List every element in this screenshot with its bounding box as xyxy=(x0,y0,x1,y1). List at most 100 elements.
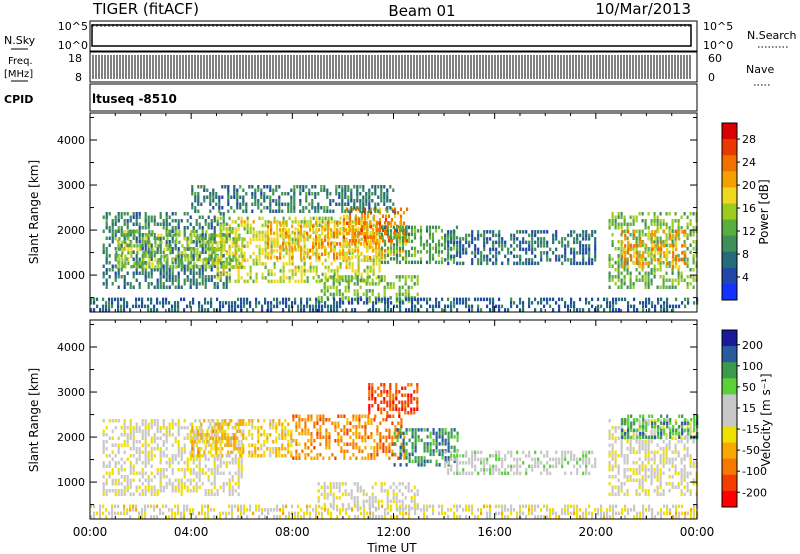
data-cell xyxy=(477,261,480,266)
data-cell xyxy=(129,468,132,472)
data-cell xyxy=(468,297,471,302)
data-cell xyxy=(351,239,355,243)
data-cell xyxy=(135,240,138,244)
data-cell xyxy=(171,419,174,423)
data-cell xyxy=(404,225,408,230)
data-cell xyxy=(480,308,483,312)
data-cell xyxy=(117,271,120,275)
data-cell xyxy=(180,447,183,451)
data-cell xyxy=(677,275,680,279)
data-cell xyxy=(337,432,340,436)
data-cell xyxy=(192,454,195,458)
data-cell xyxy=(258,262,261,266)
data-cell xyxy=(354,235,357,239)
data-cell xyxy=(224,185,227,189)
data-cell xyxy=(195,457,198,461)
data-cell xyxy=(632,282,635,286)
data-cell xyxy=(282,237,285,242)
data-cell xyxy=(307,432,310,436)
data-cell xyxy=(380,188,383,192)
data-cell xyxy=(236,436,239,440)
data-cell xyxy=(150,308,153,312)
data-cell xyxy=(354,228,358,232)
data-cell xyxy=(428,257,432,261)
data-cell xyxy=(341,195,344,199)
data-cell xyxy=(198,478,201,482)
data-cell xyxy=(651,247,654,252)
data-cell xyxy=(326,188,329,192)
data-cell xyxy=(351,269,354,273)
data-cell xyxy=(236,195,239,199)
data-cell xyxy=(413,253,417,258)
data-cell xyxy=(251,426,254,430)
data-cell xyxy=(351,242,354,246)
data-cell xyxy=(201,226,204,230)
data-cell xyxy=(234,471,237,475)
data-cell xyxy=(213,464,216,468)
data-cell xyxy=(118,240,121,245)
data-cell xyxy=(160,265,163,269)
data-cell xyxy=(611,257,614,261)
data-cell xyxy=(102,461,105,465)
data-cell xyxy=(396,297,399,302)
data-cell xyxy=(450,247,453,252)
colorbar-swatch xyxy=(722,219,737,237)
data-cell xyxy=(174,285,177,289)
data-cell xyxy=(142,237,145,241)
data-cell xyxy=(141,492,144,496)
data-cell xyxy=(200,202,203,206)
data-cell xyxy=(168,278,171,282)
data-cell xyxy=(627,247,630,252)
data-cell xyxy=(408,308,411,312)
data-cell xyxy=(656,226,659,230)
data-cell xyxy=(105,254,108,258)
data-cell xyxy=(228,482,231,486)
data-cell xyxy=(639,258,642,262)
data-cell xyxy=(320,185,323,189)
data-cell xyxy=(266,447,269,451)
data-cell xyxy=(519,297,522,302)
data-cell xyxy=(353,199,356,203)
data-cell xyxy=(126,426,129,430)
data-cell xyxy=(278,450,281,454)
data-cell xyxy=(686,215,689,219)
data-cell xyxy=(419,236,423,240)
data-cell xyxy=(312,224,315,229)
data-cell xyxy=(546,301,549,305)
data-cell xyxy=(159,236,162,240)
data-cell xyxy=(326,209,329,213)
data-cell xyxy=(585,247,588,252)
data-cell xyxy=(216,433,219,437)
data-cell xyxy=(194,433,197,437)
data-cell xyxy=(399,308,402,312)
data-cell xyxy=(204,489,207,493)
data-cell xyxy=(630,258,633,262)
data-cell xyxy=(686,264,689,268)
data-cell xyxy=(663,251,666,255)
data-cell xyxy=(387,304,390,309)
data-cell xyxy=(208,254,211,259)
data-cell xyxy=(348,218,352,222)
data-cell xyxy=(227,433,230,437)
data-cell xyxy=(127,251,130,255)
data-cell xyxy=(147,275,150,279)
data-cell xyxy=(168,457,171,461)
cpid-value: ltuseq -8510 xyxy=(92,92,177,106)
data-cell xyxy=(229,230,232,234)
data-cell xyxy=(555,247,558,252)
data-cell xyxy=(300,256,303,260)
data-cell xyxy=(190,258,193,262)
data-cell xyxy=(672,254,675,259)
data-cell xyxy=(219,422,222,426)
data-cell xyxy=(620,257,623,261)
data-cell xyxy=(354,223,357,228)
data-cell xyxy=(126,478,129,482)
data-cell xyxy=(447,251,450,255)
data-cell xyxy=(492,261,495,266)
data-cell xyxy=(303,258,306,263)
data-cell xyxy=(416,292,419,297)
data-cell xyxy=(419,232,423,237)
data-cell xyxy=(284,192,287,196)
data-cell xyxy=(309,224,312,229)
data-cell xyxy=(222,272,225,277)
